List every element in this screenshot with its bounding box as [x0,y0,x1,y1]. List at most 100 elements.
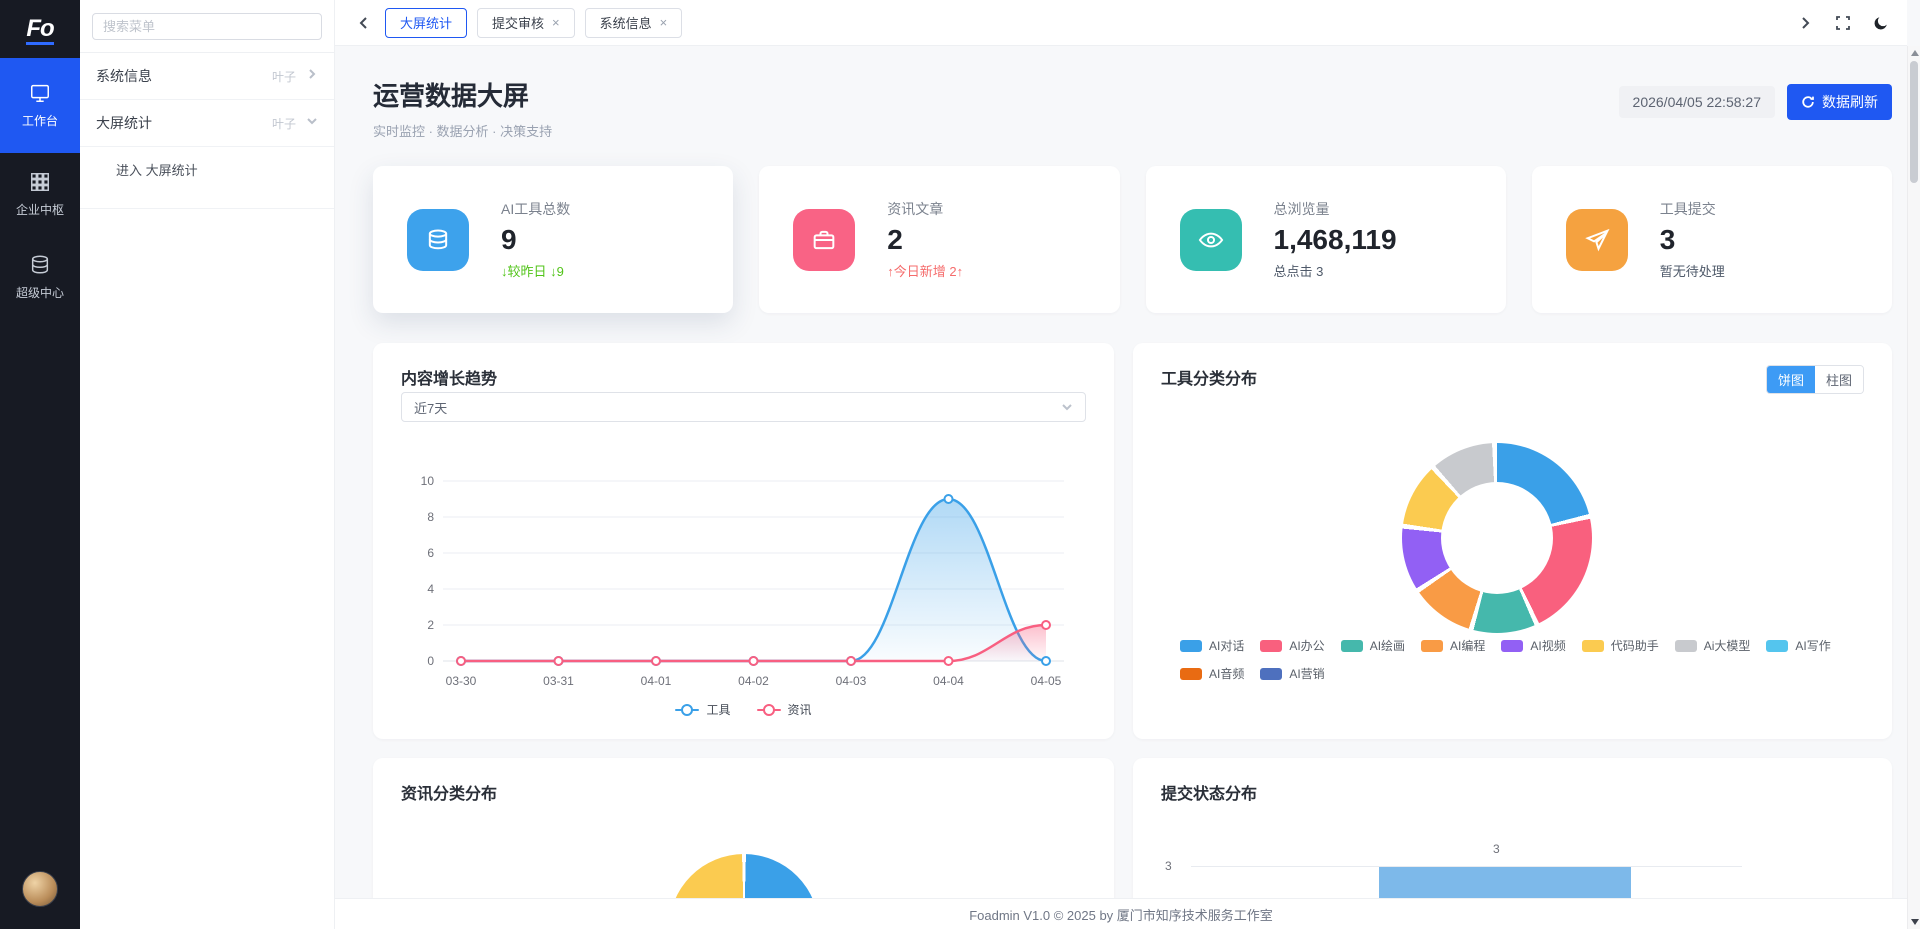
close-icon[interactable]: × [552,15,560,30]
dark-mode-moon-icon[interactable] [1873,15,1889,31]
donut-chart-tool-categories[interactable] [1402,443,1592,633]
series-area-资讯 [461,625,1046,661]
database-icon [31,255,49,274]
data-point[interactable] [1041,620,1051,630]
stat-card-tool-submissions[interactable]: 工具提交 3 暂无待处理 [1531,166,1892,313]
legend-item-资讯[interactable]: 资讯 [756,701,812,718]
stat-card-ai-tools[interactable]: AI工具总数 9 ↓较昨日 ↓9 [373,166,734,313]
panel-content-growth-trend: 内容增长趋势 近7天 0 2 4 6 8 10 03-30 03-31 04-01 04-02 04… [373,343,1114,739]
menu-badge: 叶子 [271,69,296,84]
panel-title: 资讯分类分布 [401,786,498,803]
data-point[interactable] [846,656,856,666]
legend-item-AI编程[interactable]: AI编程 [1421,637,1485,654]
stat-cards-row: AI工具总数 9 ↓较昨日 ↓9 资讯文章 2 ↑今日新增 2↑ [373,166,1892,313]
legend-marker [756,703,781,716]
rail-item-label: 企业中枢 [15,203,64,217]
legend-swatch [1421,639,1444,652]
legend-swatch [1180,639,1202,652]
series-area-工具 [461,499,1046,661]
stat-card-news-articles[interactable]: 资讯文章 2 ↑今日新增 2↑ [759,166,1120,313]
close-icon[interactable]: × [659,15,668,30]
data-point[interactable] [748,656,759,666]
chevron-down-icon [1062,404,1072,411]
stat-value: 3 [1659,224,1676,255]
divider [80,52,334,53]
legend-swatch [1260,667,1283,680]
toggle-bar-button[interactable]: 柱图 [1814,366,1863,393]
data-point[interactable] [651,656,661,666]
legend-item-AI音频[interactable]: AI音频 [1180,665,1244,682]
page-content: 运营数据大屏 实时监控 · 数据分析 · 决策支持 2026/04/05 22:… [335,46,1907,929]
data-point[interactable] [943,656,954,666]
menu-search-input[interactable] [92,13,322,40]
y-axis-tick: 4 [427,582,434,596]
scroll-down-arrow-icon[interactable] [1911,919,1919,925]
bar-value-label: 3 [1493,842,1500,856]
vertical-scrollbar[interactable] [1907,46,1920,929]
legend-item-代码助手[interactable]: 代码助手 [1581,637,1659,654]
data-point[interactable] [553,656,564,666]
stat-value: 2 [887,224,903,255]
app-logo[interactable]: Fo [0,0,80,58]
panel-title: 工具分类分布 [1161,371,1258,388]
y-axis-tick: 0 [427,654,434,668]
x-axis-tick: 04-03 [836,674,867,688]
panel-title: 内容增长趋势 [401,371,498,388]
app-footer: Foadmin V1.0 © 2025 by 厦门市知序技术服务工作室 [335,898,1907,929]
line-chart-legend: 工具 资讯 [373,701,1114,718]
sidebar-item-system-info[interactable]: 系统信息 叶子 [80,53,334,100]
y-axis-tick: 8 [427,510,434,524]
legend-item-AI办公[interactable]: AI办公 [1260,637,1325,654]
grid-icon [31,173,49,191]
tab-submit-review[interactable]: 提交审核 × [477,7,575,38]
data-point[interactable] [1041,656,1051,666]
data-point[interactable] [943,494,954,504]
rail-item-enterprise-hub[interactable]: 企业中枢 [0,153,80,236]
scroll-up-arrow-icon[interactable] [1911,50,1919,56]
x-axis-tick: 04-04 [933,674,964,688]
legend-item-AI视频[interactable]: AI视频 [1501,637,1566,654]
stat-card-total-views[interactable]: 总浏览量 1,468,119 总点击 3 [1145,166,1506,313]
stat-note: 总点击 3 [1273,264,1324,279]
legend-item-Ai大模型[interactable]: Ai大模型 [1674,637,1750,654]
legend-swatch [1501,639,1524,652]
y-axis-tick: 10 [421,474,435,488]
legend-swatch [1581,639,1604,652]
legend-item-AI对话[interactable]: AI对话 [1180,637,1244,654]
x-axis-tick: 03-31 [543,674,574,688]
tabs-scroll-right-icon[interactable] [1797,15,1813,31]
briefcase-icon [793,208,856,271]
rail-item-workbench[interactable]: 工作台 [0,58,80,153]
tab-system-info[interactable]: 系统信息 × [584,7,683,38]
rail-item-label: 工作台 [21,114,58,128]
user-avatar[interactable] [22,871,58,907]
toggle-pie-button[interactable]: 饼图 [1766,366,1815,393]
data-point[interactable] [456,656,466,666]
legend-item-工具[interactable]: 工具 [675,701,731,718]
panel-tool-category-distribution: 工具分类分布 饼图 柱图 AI对话 AI办公 AI绘画 AI编程 AI视频 代码… [1133,343,1892,739]
sidebar-menu: 系统信息 叶子 大屏统计 叶子 进入 大屏统计 [80,0,335,929]
scrollbar-thumb[interactable] [1910,61,1918,183]
fullscreen-icon[interactable] [1835,15,1851,31]
gridline [1191,866,1742,867]
date-range-select[interactable]: 近7天 [401,392,1086,422]
stat-note: 暂无待处理 [1659,264,1725,279]
tabs-scroll-left-icon[interactable] [357,16,371,30]
donut-hole [1441,482,1553,594]
sidebar-subitem-enter-screen-stats[interactable]: 进入 大屏统计 [116,163,198,178]
tab-screen-stats[interactable]: 大屏统计 [385,7,468,38]
rail-item-label: 超级中心 [15,286,64,300]
tab-bar: 大屏统计 提交审核 × 系统信息 × [335,0,1907,46]
paper-plane-icon [1565,208,1628,271]
sidebar-item-screen-stats[interactable]: 大屏统计 叶子 [80,100,334,147]
legend-item-AI营销[interactable]: AI营销 [1260,665,1325,682]
legend-swatch [1766,639,1789,652]
rail-item-super-center[interactable]: 超级中心 [0,236,80,319]
legend-item-AI绘画[interactable]: AI绘画 [1340,637,1405,654]
database-icon [407,208,469,271]
chevron-right-icon [306,67,318,85]
menu-badge: 叶子 [271,116,296,131]
data-refresh-button[interactable]: 数据刷新 [1787,84,1892,120]
legend-item-AI写作[interactable]: AI写作 [1766,637,1831,654]
x-axis-tick: 04-02 [738,674,769,688]
